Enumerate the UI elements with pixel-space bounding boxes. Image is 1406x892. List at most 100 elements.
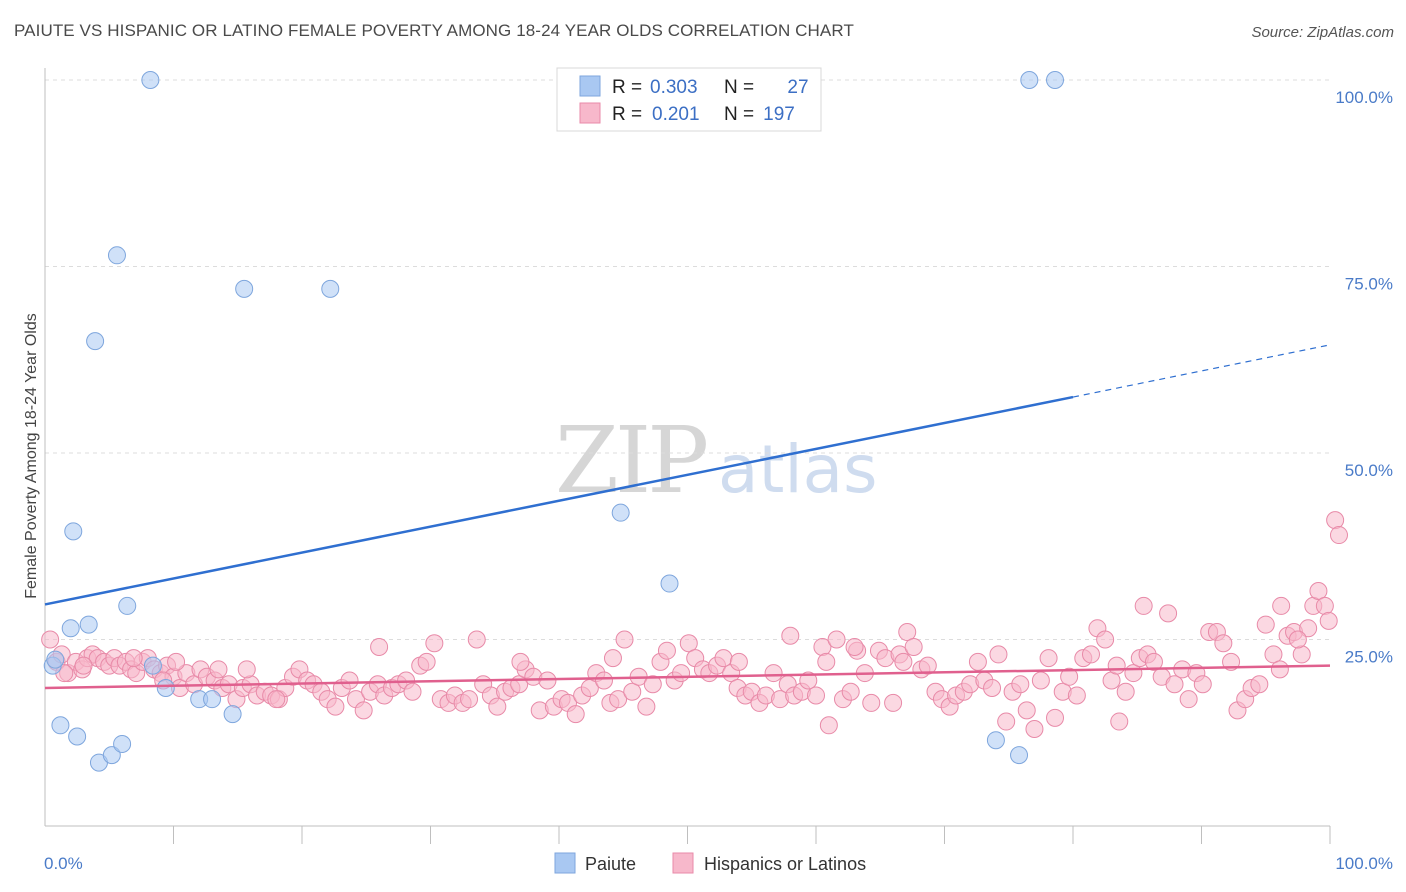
bottom-legend-paiute: Paiute: [585, 854, 636, 874]
hispanics-point: [1292, 645, 1311, 664]
hispanics-point: [643, 675, 662, 694]
legend-r-hispanics: 0.201: [652, 104, 700, 125]
hispanics-point: [41, 630, 60, 649]
hispanics-point: [989, 645, 1008, 664]
hispanics-point: [1326, 511, 1345, 530]
legend: R = 0.303 N = 27 R = 0.201 N = 197: [556, 67, 822, 132]
hispanics-point: [827, 630, 846, 649]
paiute-point: [203, 690, 222, 709]
hispanics-point: [1165, 675, 1184, 694]
hispanics-point: [511, 652, 530, 671]
hispanics-point: [1144, 652, 1163, 671]
hispanics-point: [898, 623, 917, 642]
hispanics-point: [1193, 675, 1212, 694]
hispanics-point: [1067, 686, 1086, 705]
hispanics-point: [637, 697, 656, 716]
hispanics-point: [997, 712, 1016, 731]
hispanics-point: [124, 649, 143, 668]
hispanics-point: [1110, 712, 1129, 731]
paiute-point: [107, 246, 126, 265]
gridlines: 100.0% 75.0% 50.0% 25.0%: [45, 79, 1393, 667]
hispanics-point: [862, 693, 881, 712]
legend-r-paiute: 0.303: [650, 77, 698, 98]
hispanics-point: [603, 649, 622, 668]
hispanics-point: [679, 634, 698, 653]
hispanics-point: [417, 652, 436, 671]
hispanics-point: [74, 656, 93, 675]
paiute-point: [156, 678, 175, 697]
paiute-point: [46, 650, 65, 669]
legend-n-paiute: 27: [787, 77, 808, 98]
hispanics-point: [467, 630, 486, 649]
paiute-point: [102, 746, 121, 765]
source-credit: Source: ZipAtlas.com: [1251, 24, 1394, 41]
y-axis-title: Female Poverty Among 18-24 Year Olds: [23, 313, 40, 599]
watermark: ZIP atlas: [555, 407, 878, 514]
paiute-point: [611, 503, 630, 522]
hispanics-point: [1025, 720, 1044, 739]
hispanics-point: [781, 626, 800, 645]
y-tick-label: 50.0%: [1345, 461, 1393, 480]
series-paiute-points: [43, 71, 1065, 772]
hispanics-point: [1329, 526, 1348, 545]
paiute-point: [68, 727, 87, 746]
hispanics-point: [983, 678, 1002, 697]
y-tick-label: 25.0%: [1345, 648, 1393, 667]
legend-swatch-hispanics: [579, 102, 601, 124]
hispanics-point: [968, 652, 987, 671]
hispanics-point: [340, 671, 359, 690]
hispanics-point: [1214, 634, 1233, 653]
hispanics-point: [1179, 690, 1198, 709]
hispanics-point: [904, 637, 923, 656]
hispanics-point: [370, 637, 389, 656]
hispanics-point: [1031, 671, 1050, 690]
hispanics-point: [714, 649, 733, 668]
hispanics-point: [1272, 596, 1291, 615]
hispanics-point: [884, 693, 903, 712]
legend-r-label-hispanics: R =: [612, 104, 642, 125]
paiute-point: [321, 279, 340, 298]
hispanics-point: [326, 697, 345, 716]
hispanics-point: [237, 660, 256, 679]
legend-r-label-paiute: R =: [612, 77, 642, 98]
bottom-legend-swatch-hispanics: [672, 852, 694, 874]
y-tick-label: 100.0%: [1335, 88, 1393, 107]
hispanics-point: [1096, 630, 1115, 649]
hispanics-point: [1288, 630, 1307, 649]
paiute-point: [1020, 71, 1039, 89]
x-tick-label-min: 0.0%: [44, 854, 83, 873]
paiute-point: [64, 522, 83, 541]
paiute-point: [1010, 746, 1029, 765]
legend-n-hispanics: 197: [763, 104, 795, 125]
hispanics-point: [615, 630, 634, 649]
hispanics-point: [460, 690, 479, 709]
paiute-point: [79, 615, 98, 634]
hispanics-trend-line: [44, 664, 1331, 690]
paiute-point: [51, 716, 70, 735]
paiute-trend-extension: [1072, 344, 1331, 398]
hispanics-point: [1159, 604, 1178, 623]
watermark-atlas: atlas: [718, 431, 878, 508]
hispanics-point: [267, 690, 286, 709]
hispanics-point: [764, 664, 783, 683]
hispanics-point: [609, 690, 628, 709]
hispanics-point: [1011, 675, 1030, 694]
hispanics-point: [425, 634, 444, 653]
paiute-point: [986, 731, 1005, 750]
hispanics-point: [672, 664, 691, 683]
paiute-point: [86, 332, 105, 351]
hispanics-point: [841, 682, 860, 701]
y-tick-label: 75.0%: [1345, 275, 1393, 294]
legend-swatch-paiute: [579, 75, 601, 97]
hispanics-point: [657, 641, 676, 660]
paiute-point: [660, 574, 679, 593]
hispanics-point: [167, 652, 186, 671]
paiute-point: [118, 596, 137, 615]
trend-lines: [44, 344, 1331, 690]
hispanics-point: [209, 660, 228, 679]
hispanics-point: [1039, 649, 1058, 668]
hispanics-point: [1046, 708, 1065, 727]
hispanics-point: [1081, 645, 1100, 664]
paiute-point: [143, 656, 162, 675]
